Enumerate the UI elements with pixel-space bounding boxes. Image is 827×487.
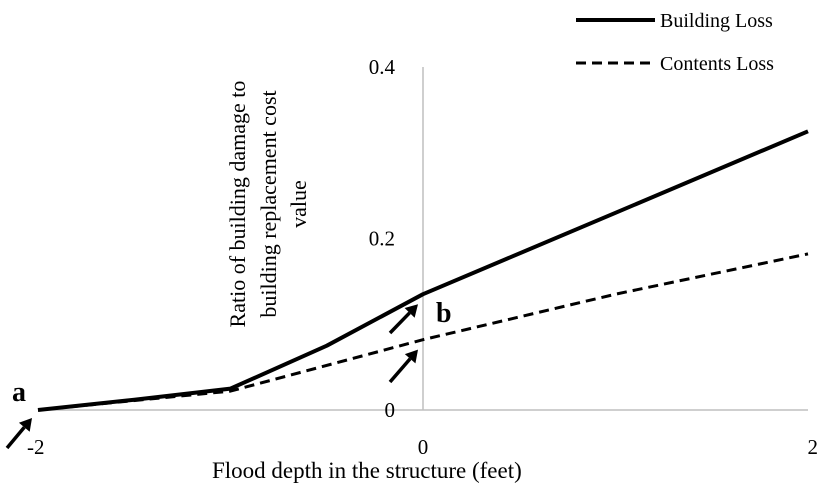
x-tick-label: 0: [418, 435, 429, 459]
y-tick-label: 0.4: [369, 55, 396, 79]
annotation-a-label: a: [12, 377, 26, 408]
annotation-layer: ab: [5, 298, 452, 450]
y-axis-title-line: value: [286, 180, 311, 228]
x-axis-title: Flood depth in the structure (feet): [212, 458, 522, 483]
annotation-b-arrow-contents: [388, 349, 418, 384]
axes: 0 0.2 0.4 -2 0 2: [27, 55, 818, 459]
y-axis-title-line: Ratio of building damage to: [225, 81, 250, 328]
annotation-a-arrow: [5, 418, 32, 450]
legend-label: Contents Loss: [660, 53, 774, 75]
labels: Flood depth in the structure (feet) Ratio…: [212, 81, 522, 483]
annotation-b-label: b: [436, 298, 452, 329]
x-tick-label: -2: [27, 435, 45, 459]
y-axis-title-line: building replacement cost: [256, 90, 281, 317]
y-tick-label: 0: [385, 398, 396, 422]
y-tick-label: 0.2: [369, 227, 395, 251]
series-layer: [37, 129, 809, 412]
annotation-b-arrow-building: [388, 304, 418, 335]
series-line-contents-loss: [37, 252, 809, 412]
legend: Building Loss Contents Loss: [576, 10, 774, 75]
legend-label: Building Loss: [660, 10, 773, 32]
x-tick-label: 2: [808, 435, 819, 459]
